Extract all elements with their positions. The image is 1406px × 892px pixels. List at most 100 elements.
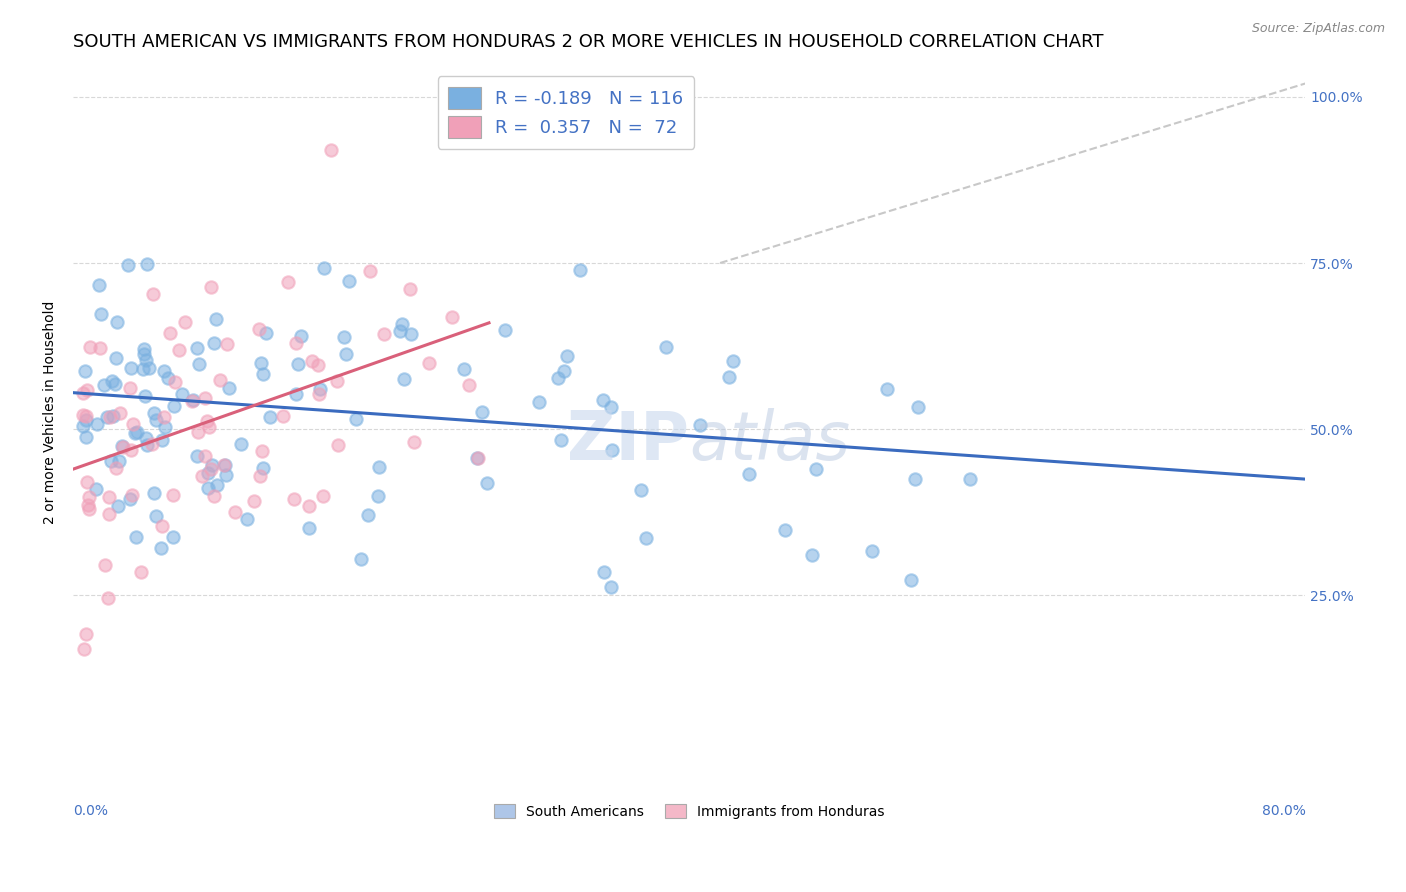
Point — [121, 417, 143, 431]
Text: ZIP: ZIP — [567, 408, 689, 474]
Point — [212, 458, 235, 472]
Point — [181, 393, 204, 408]
Point — [467, 450, 489, 465]
Point — [326, 374, 349, 388]
Point — [132, 347, 155, 361]
Point — [202, 335, 225, 350]
Point — [249, 469, 271, 483]
Point — [150, 541, 173, 555]
Point — [75, 409, 97, 424]
Point — [194, 391, 217, 405]
Point — [718, 369, 741, 384]
Point — [121, 488, 143, 502]
Point — [135, 352, 157, 367]
Point — [592, 393, 614, 408]
Point — [254, 326, 277, 340]
Point — [337, 274, 360, 288]
Point — [804, 462, 827, 476]
Point — [152, 364, 174, 378]
Point — [101, 375, 124, 389]
Point — [801, 548, 824, 562]
Point — [555, 349, 578, 363]
Point — [298, 521, 321, 535]
Point — [314, 260, 336, 275]
Point — [134, 389, 156, 403]
Point — [155, 420, 177, 434]
Point — [398, 282, 420, 296]
Point — [335, 347, 357, 361]
Point — [301, 353, 323, 368]
Text: 0.0%: 0.0% — [73, 804, 108, 818]
Point — [860, 544, 883, 558]
Point — [252, 444, 274, 458]
Point — [368, 460, 391, 475]
Point — [79, 340, 101, 354]
Point — [75, 413, 97, 427]
Text: 80.0%: 80.0% — [1261, 804, 1305, 818]
Point — [721, 354, 744, 368]
Point — [298, 499, 321, 513]
Point — [197, 466, 219, 480]
Point — [141, 437, 163, 451]
Point — [907, 400, 929, 414]
Point — [84, 482, 107, 496]
Point — [172, 386, 194, 401]
Point — [93, 377, 115, 392]
Point — [242, 494, 264, 508]
Point — [550, 433, 572, 447]
Point — [259, 409, 281, 424]
Point — [72, 408, 94, 422]
Point — [120, 381, 142, 395]
Point — [208, 373, 231, 387]
Point — [900, 573, 922, 587]
Point — [72, 386, 94, 401]
Point — [111, 440, 134, 454]
Point — [190, 469, 212, 483]
Point — [150, 519, 173, 533]
Point — [904, 472, 927, 486]
Point — [402, 434, 425, 449]
Point — [630, 483, 652, 497]
Point — [328, 438, 350, 452]
Point — [100, 454, 122, 468]
Point — [247, 322, 270, 336]
Point — [107, 499, 129, 513]
Point — [218, 381, 240, 395]
Point — [120, 361, 142, 376]
Point — [105, 315, 128, 329]
Point — [76, 475, 98, 489]
Point — [120, 442, 142, 457]
Point — [215, 468, 238, 483]
Point — [569, 263, 592, 277]
Point — [98, 490, 121, 504]
Point — [344, 412, 367, 426]
Point — [110, 406, 132, 420]
Point — [98, 409, 121, 424]
Point — [89, 342, 111, 356]
Point — [104, 351, 127, 366]
Point — [775, 523, 797, 537]
Point — [283, 492, 305, 507]
Point — [197, 481, 219, 495]
Point — [135, 431, 157, 445]
Point — [655, 340, 678, 354]
Point — [205, 478, 228, 492]
Point — [72, 419, 94, 434]
Point — [129, 565, 152, 579]
Point — [75, 430, 97, 444]
Point — [187, 425, 209, 440]
Point — [135, 438, 157, 452]
Point — [117, 258, 139, 272]
Point — [173, 316, 195, 330]
Point — [250, 356, 273, 370]
Point — [79, 491, 101, 505]
Point — [186, 341, 208, 355]
Point — [150, 433, 173, 447]
Legend: South Americans, Immigrants from Honduras: South Americans, Immigrants from Hondura… — [489, 798, 890, 824]
Point — [202, 489, 225, 503]
Point — [138, 361, 160, 376]
Point — [689, 418, 711, 433]
Point — [152, 409, 174, 424]
Point — [75, 363, 97, 377]
Point — [215, 337, 238, 351]
